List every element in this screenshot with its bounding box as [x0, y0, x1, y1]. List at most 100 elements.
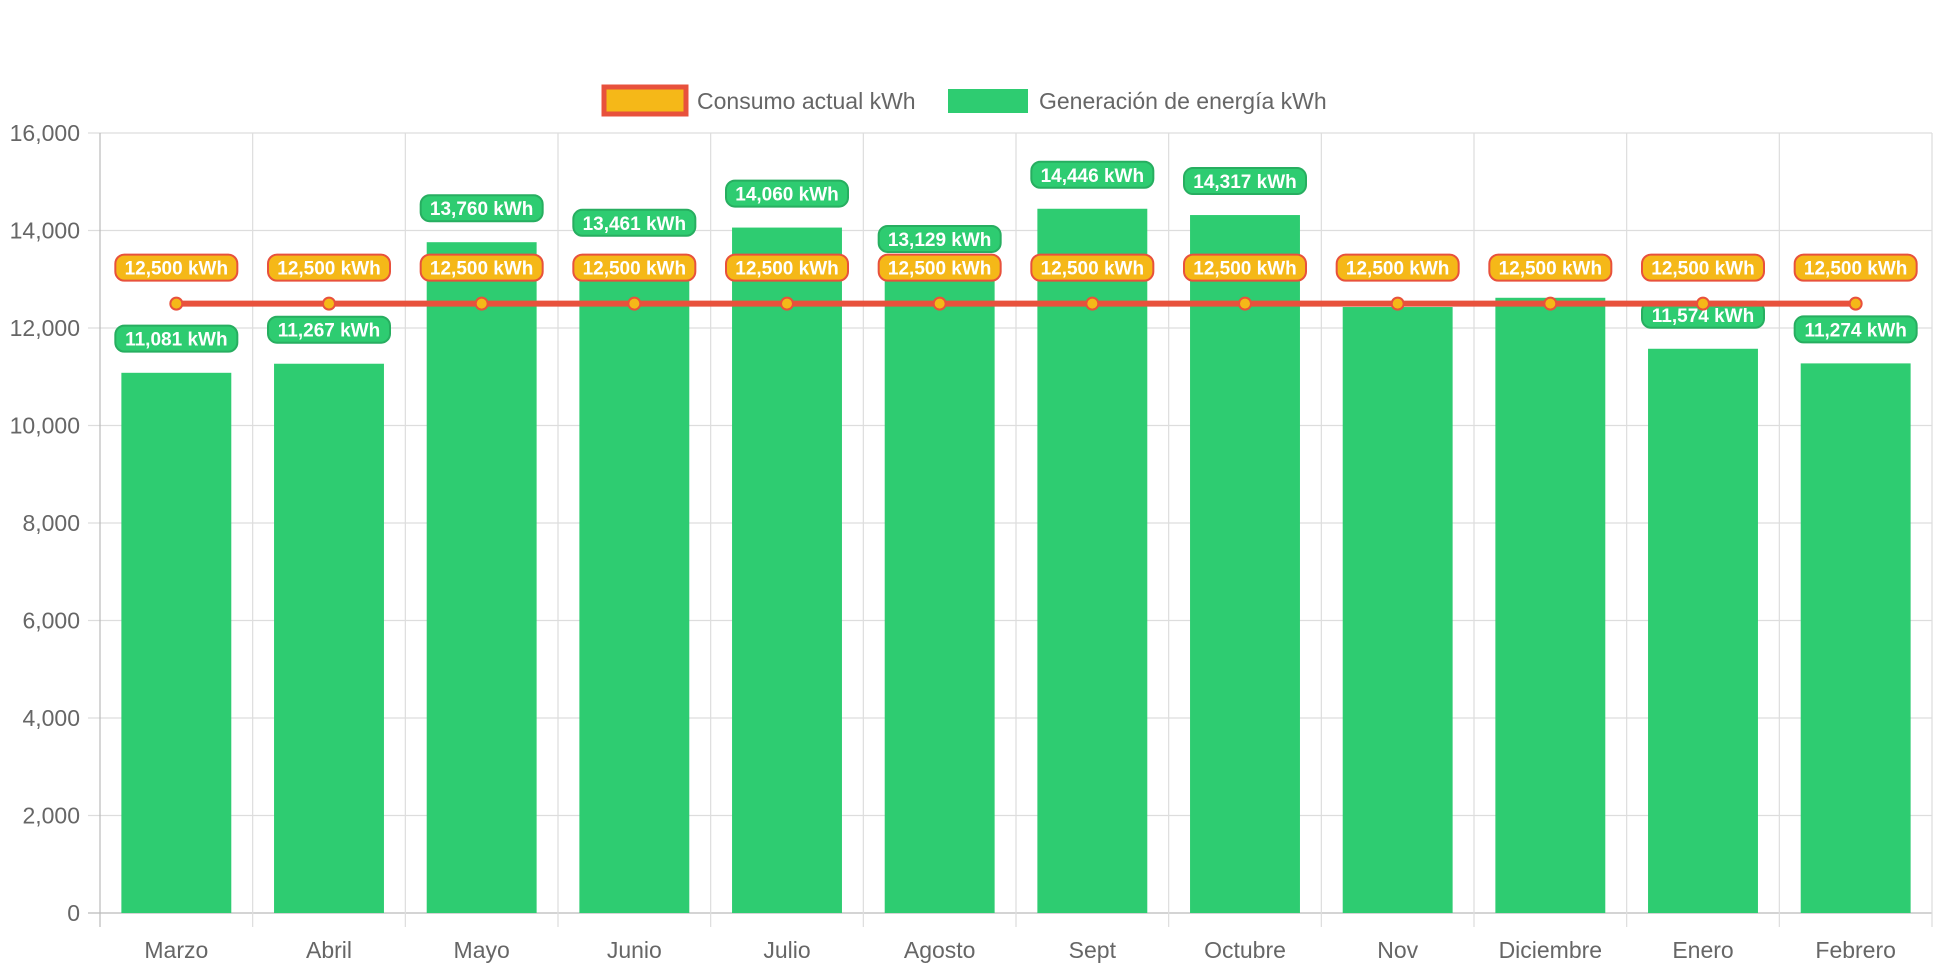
line-label-text: 12,500 kWh: [583, 259, 687, 280]
y-tick-label: 6,000: [22, 608, 80, 634]
legend-label-generacion: Generación de energía kWh: [1039, 88, 1327, 114]
line-label-text: 12,500 kWh: [888, 259, 992, 280]
line-label-bg: [1793, 253, 1918, 282]
line-point: [1085, 296, 1100, 311]
line-label-bg: [114, 253, 239, 282]
bar-label-bg: [877, 224, 1002, 253]
x-tick-label: Junio: [607, 937, 662, 963]
bar-label: 13,760 kWh: [419, 194, 544, 223]
line-point: [1848, 296, 1863, 311]
line-label-bg: [725, 253, 849, 282]
bar-label-text: 14,317 kWh: [1193, 172, 1297, 193]
y-tick-label: 16,000: [10, 120, 80, 146]
line-label-text: 12,500 kWh: [1041, 259, 1145, 280]
x-tick-label: Octubre: [1204, 937, 1286, 963]
x-tick-label: Julio: [763, 937, 810, 963]
bar-label-text: 13,129 kWh: [888, 230, 992, 251]
y-tick-label: 0: [67, 900, 80, 926]
bar-generacion: [121, 372, 232, 913]
y-tick-label: 2,000: [22, 803, 80, 829]
line-label-bg: [1335, 253, 1460, 282]
line-label-bg: [419, 253, 544, 282]
line-point: [1696, 296, 1710, 311]
line-label: 12,500 kWh: [267, 253, 391, 282]
x-tick-label: Agosto: [904, 937, 976, 963]
line-label-bg: [1488, 253, 1613, 282]
x-tick-label: Mayo: [454, 937, 510, 963]
bar-label-text: 13,760 kWh: [430, 199, 534, 220]
line-label-text: 12,500 kWh: [1346, 259, 1450, 280]
line-label-bg: [267, 253, 391, 282]
x-tick-label: Nov: [1377, 937, 1418, 963]
bar-label: 11,574 kWh: [1641, 300, 1765, 329]
legend-item-generacion[interactable]: Generación de energía kWh: [948, 88, 1327, 114]
bar-label: 11,081 kWh: [114, 324, 239, 353]
line-label: 12,500 kWh: [1183, 253, 1307, 282]
y-tick-label: 8,000: [22, 510, 80, 536]
bar-label: 14,060 kWh: [725, 179, 849, 208]
bar-generacion: [426, 242, 537, 913]
bar-label-bg: [725, 179, 849, 208]
bar-label-text: 14,446 kWh: [1041, 166, 1145, 187]
x-tick-label: Febrero: [1815, 937, 1896, 963]
bar-generacion: [1648, 348, 1758, 914]
x-axis: Marzo Abril Mayo Junio Julio Agosto Sept Octubr…: [144, 937, 1896, 963]
bar-generacion: [1342, 307, 1453, 914]
bar-label-bg: [114, 324, 239, 353]
line-label: 12,500 kWh: [419, 253, 544, 282]
line-point: [780, 296, 794, 311]
grid: [88, 132, 1933, 927]
line-label-text: 12,500 kWh: [430, 259, 534, 280]
line-label-bg: [1030, 253, 1155, 282]
bar-label: 11,274 kWh: [1793, 315, 1918, 344]
line-point: [932, 296, 947, 311]
line-point: [169, 296, 184, 311]
line-label-text: 12,500 kWh: [1193, 259, 1297, 280]
line-label-bg: [1641, 253, 1765, 282]
line-label-bg: [1183, 253, 1307, 282]
y-tick-label: 4,000: [22, 705, 80, 731]
x-tick-label: Enero: [1672, 937, 1733, 963]
line-point: [322, 296, 336, 311]
line-data-labels: 12,500 kWh 12,500 kWh 12,500 kWh 12,500 kWh…: [114, 253, 1918, 282]
bar-data-labels: 11,081 kWh 11,267 kWh 13,760 kWh 13,461 kWh…: [114, 160, 1918, 353]
line-label: 12,500 kWh: [1030, 253, 1155, 282]
bar-label: 13,129 kWh: [877, 224, 1002, 253]
bar-label-text: 11,081 kWh: [125, 330, 227, 351]
legend-item-consumo[interactable]: Consumo actual kWh: [601, 84, 916, 117]
line-label: 12,500 kWh: [1793, 253, 1918, 282]
y-tick-label: 10,000: [10, 413, 80, 439]
legend: Consumo actual kWh Generación de energía…: [601, 84, 1327, 117]
bar-label-bg: [1793, 315, 1918, 344]
bar-label: 11,267 kWh: [267, 315, 391, 344]
bar-generacion: [1495, 297, 1606, 913]
bar-generacion: [1800, 363, 1911, 914]
legend-label-consumo: Consumo actual kWh: [697, 88, 916, 114]
x-tick-label: Diciembre: [1499, 937, 1603, 963]
bar-label-bg: [1183, 167, 1307, 196]
bar-label-text: 14,060 kWh: [735, 185, 839, 206]
bar-label: 14,446 kWh: [1030, 160, 1155, 189]
y-axis: 0 2,000 4,000 6,000 8,000 10,000 12,000 14,000 1…: [10, 120, 80, 926]
legend-swatch-consumo: [601, 84, 689, 117]
bar-generacion: [1190, 215, 1300, 913]
bar-generacion: [1037, 208, 1148, 913]
line-label-text: 12,500 kWh: [735, 259, 839, 280]
line-label: 12,500 kWh: [877, 253, 1002, 282]
x-tick-label: Sept: [1069, 937, 1117, 963]
line-label-text: 12,500 kWh: [1499, 259, 1603, 280]
line-label: 12,500 kWh: [1641, 253, 1765, 282]
bars-generacion: [121, 208, 1911, 914]
line-label: 12,500 kWh: [1488, 253, 1613, 282]
line-label: 12,500 kWh: [572, 253, 697, 282]
line-label-bg: [572, 253, 697, 282]
line-consumo: [169, 296, 1863, 311]
x-tick-label: Abril: [306, 937, 352, 963]
line-point: [1238, 296, 1252, 311]
line-point: [1543, 296, 1558, 311]
line-point: [1390, 296, 1405, 311]
bar-generacion: [732, 227, 842, 913]
line-label-bg: [877, 253, 1002, 282]
line-point: [474, 296, 489, 311]
